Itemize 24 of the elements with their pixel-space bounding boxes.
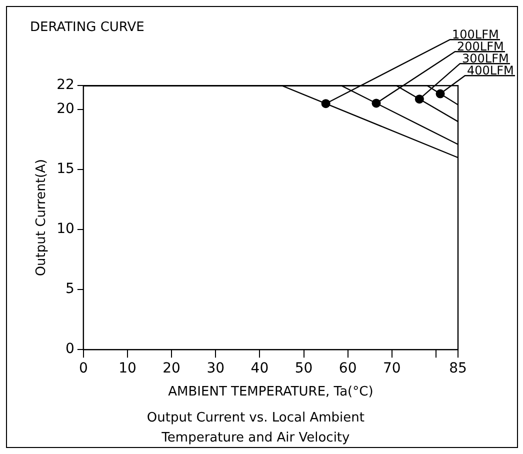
- x-tick-label: 60: [338, 360, 357, 377]
- x-tick-label: 85: [449, 360, 467, 377]
- x-tick-label: 40: [250, 360, 269, 377]
- text: Temperature and Air Velocity: [160, 430, 350, 446]
- x-tick-label: 50: [294, 360, 313, 377]
- text: 300LFM: [462, 52, 509, 66]
- y-tick-label: 0: [65, 341, 74, 358]
- x-tick-label: 20: [162, 360, 180, 377]
- y-tick-label: 22: [56, 77, 74, 94]
- y-tick-label: 15: [56, 161, 74, 178]
- text: 400LFM: [467, 64, 514, 78]
- y-tick-label: 10: [56, 221, 74, 238]
- x-tick-label: 10: [118, 360, 136, 377]
- x-tick-label: 30: [206, 360, 225, 377]
- y-tick-label: 20: [56, 101, 74, 118]
- text: 100LFM: [452, 28, 499, 42]
- x-axis-title: AMBIENT TEMPERATURE, Ta(°C): [168, 384, 374, 400]
- x-tick-label: 0: [78, 360, 88, 377]
- text: Output Current vs. Local Ambient: [146, 410, 364, 426]
- chart-title: DERATING CURVE: [30, 20, 144, 36]
- y-tick-label: 5: [65, 281, 74, 298]
- y-axis-title: Output Current(A): [34, 159, 50, 276]
- x-tick-label: 70: [382, 360, 401, 377]
- text: 200LFM: [457, 40, 504, 54]
